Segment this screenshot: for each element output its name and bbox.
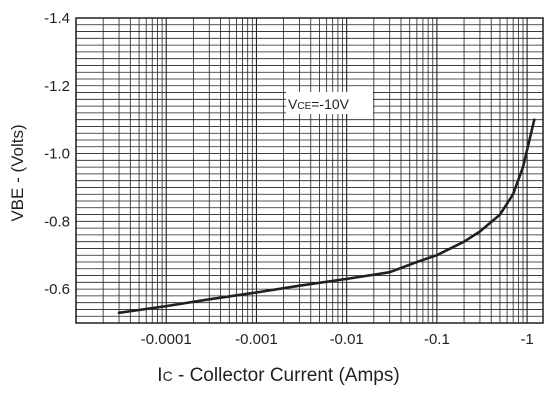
annotation-subscript: CE (297, 101, 311, 112)
tick-labels: -0.0001 -0.001 -0.01 -0.1 -1 -0.6 -0.8 -1.0 -1.2… (44, 10, 534, 348)
annotation-box (286, 92, 373, 114)
series-layer (117, 118, 536, 315)
y-tick-label: -1.2 (44, 78, 70, 95)
x-tick-label: -0.01 (330, 331, 364, 348)
y-tick-label: -0.8 (44, 213, 70, 230)
x-tick-label: -0.1 (424, 331, 450, 348)
annotation-v: V (288, 96, 298, 112)
vbe-curve (117, 118, 536, 315)
svg-text:VCE=-10V: VCE=-10V (288, 96, 350, 112)
y-tick-label: -0.6 (44, 281, 70, 298)
y-tick-label: -1.4 (44, 10, 70, 27)
x-tick-label: -0.001 (235, 331, 278, 348)
x-axis-label-rest: - Collector Current (Amps) (172, 365, 400, 386)
x-axis-label-subscript: C (162, 368, 173, 384)
x-tick-label: -1 (520, 331, 533, 348)
x-axis-label: IC - Collector Current (Amps) (0, 365, 557, 387)
x-tick-label: -0.0001 (141, 331, 192, 348)
vce-annotation: VCE=-10V (286, 92, 373, 114)
y-axis-label: VBE - (Volts) (8, 124, 27, 222)
y-tick-label: -1.0 (44, 146, 70, 163)
annotation-value: =-10V (311, 96, 349, 112)
plot-frame (75, 17, 544, 324)
x-axis-label-i: I (157, 365, 163, 386)
plot-background (76, 18, 543, 323)
